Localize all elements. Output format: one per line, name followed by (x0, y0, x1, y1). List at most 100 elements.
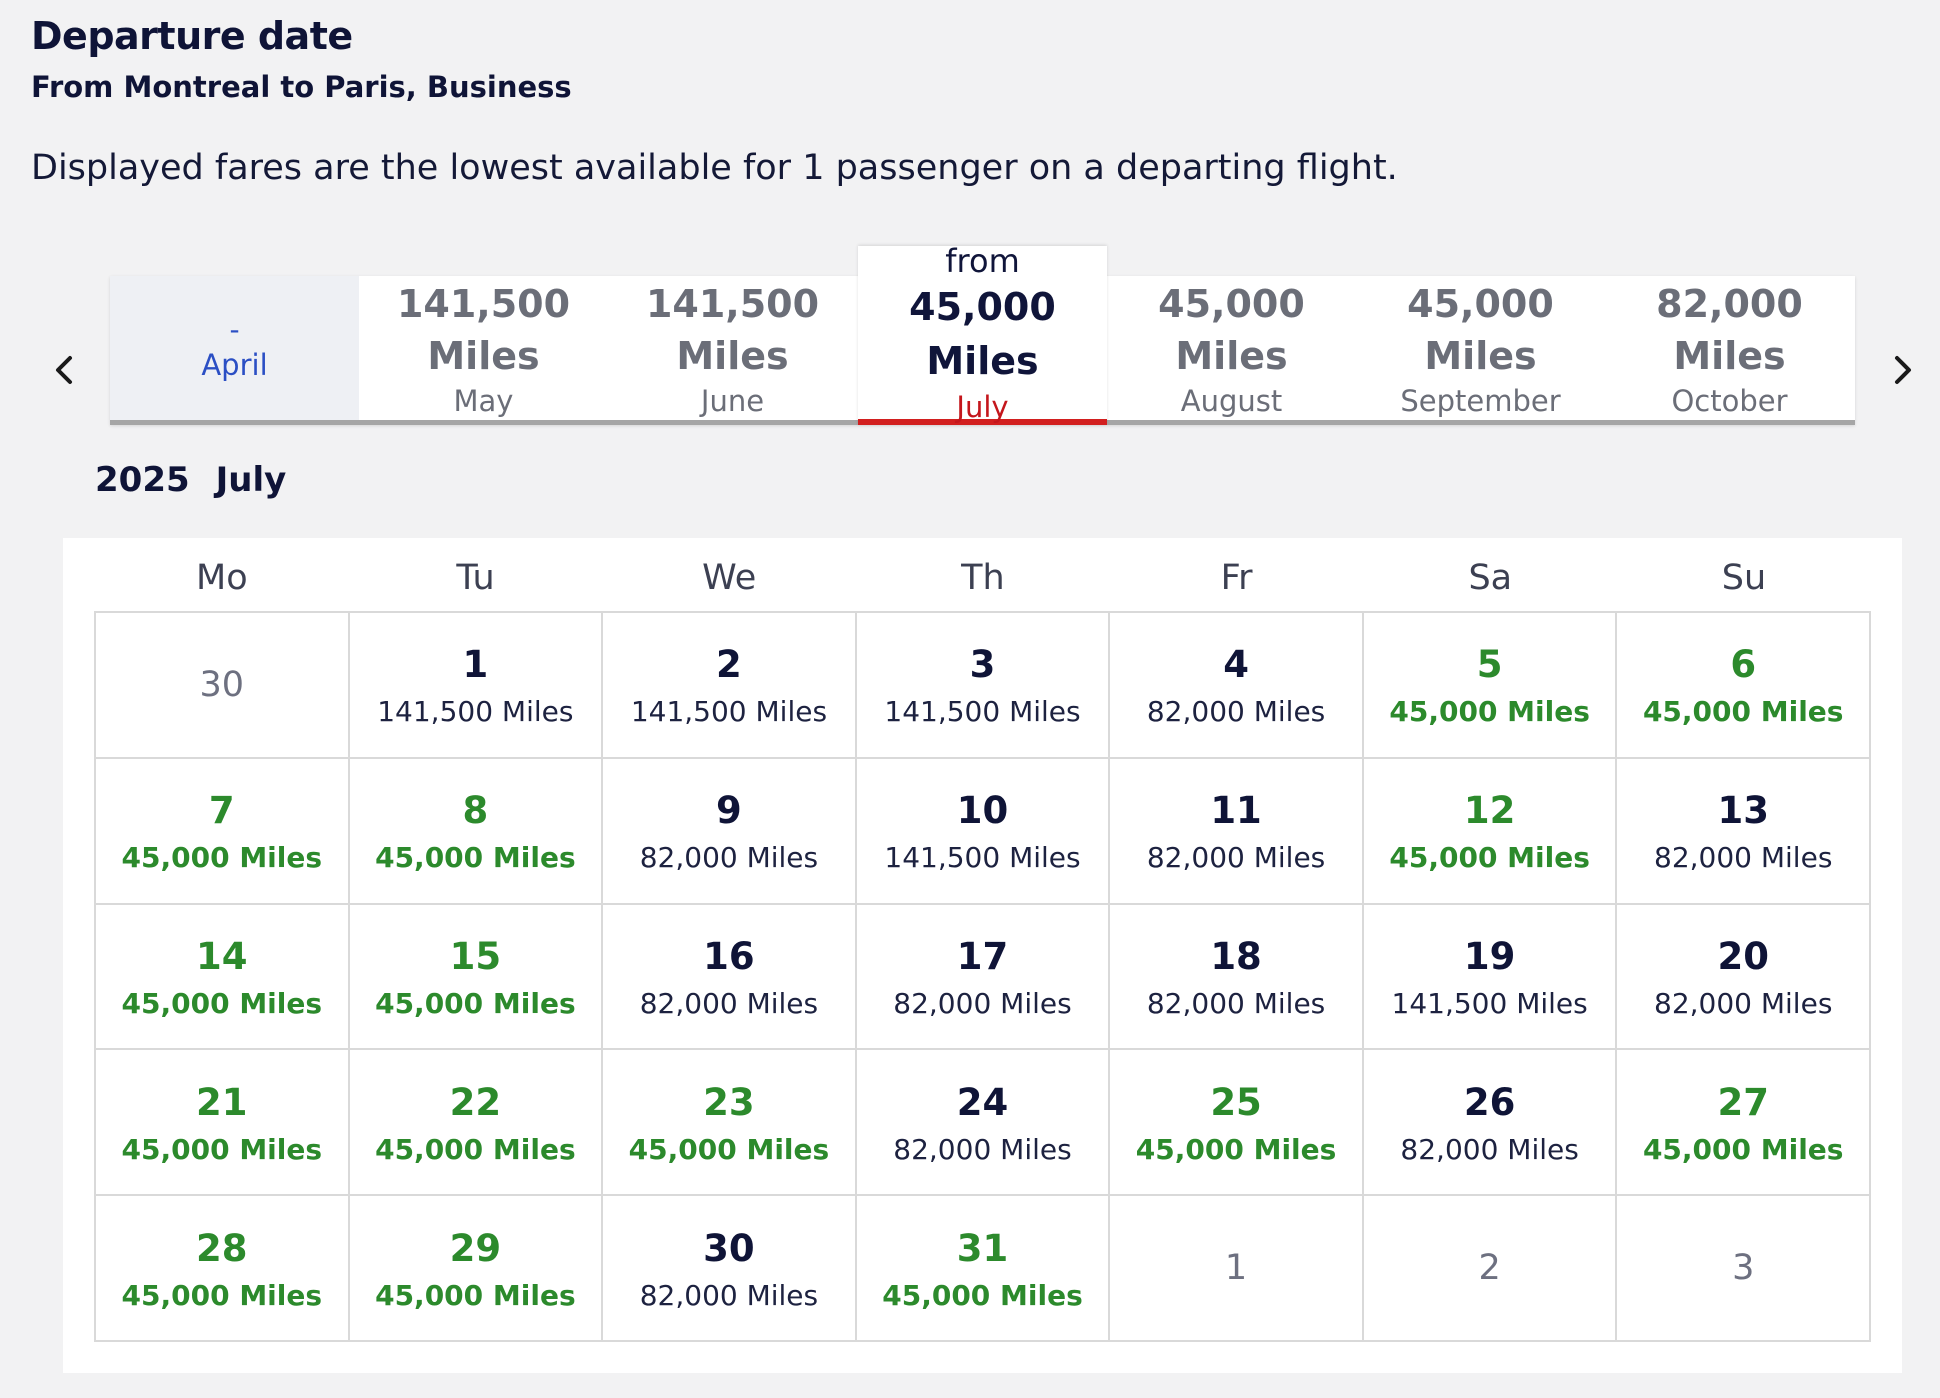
day-fare: 141,500 Miles (1391, 986, 1588, 1020)
weekday-label: Th (961, 558, 1005, 598)
day-number: 19 (1463, 934, 1516, 978)
calendar-day-cell[interactable]: 14 45,000 Miles (96, 904, 350, 1051)
day-number: 12 (1463, 789, 1516, 833)
fare-info-text: Displayed fares are the lowest available… (31, 148, 1398, 188)
day-number: 21 (196, 1080, 248, 1124)
calendar-day-cell[interactable]: 31 45,000 Miles (856, 1196, 1111, 1342)
day-fare: 82,000 Miles (639, 1278, 819, 1312)
day-fare: 45,000 Miles (1389, 695, 1590, 729)
day-number: 23 (703, 1080, 755, 1124)
month-tab-price: 45,000 Miles (1407, 282, 1554, 378)
calendar-day-cell[interactable]: 22 45,000 Miles (349, 1050, 604, 1197)
day-number: 18 (1210, 934, 1262, 978)
calendar-day-cell[interactable]: 25 45,000 Miles (1110, 1050, 1364, 1197)
day-fare: 82,000 Miles (639, 986, 819, 1020)
calendar-year: 2025 (95, 460, 190, 500)
calendar-day-cell[interactable]: 29 45,000 Miles (349, 1196, 604, 1342)
calendar-day-cell[interactable]: 4 82,000 Miles (1110, 613, 1364, 759)
day-fare: 82,000 Miles (893, 986, 1072, 1020)
calendar-panel (63, 538, 1902, 1373)
day-number: 3 (969, 643, 996, 687)
calendar-day-cell[interactable]: 23 45,000 Miles (603, 1050, 857, 1197)
calendar-day-cell[interactable]: 1 141,500 Miles (349, 613, 604, 759)
calendar-day-cell[interactable]: 2 141,500 Miles (603, 613, 857, 759)
calendar-day-outside-month: 1 (1110, 1196, 1364, 1342)
weekday-label: Su (1721, 558, 1767, 598)
month-tab-may[interactable]: 141,500 Miles May (359, 276, 608, 420)
day-number: 10 (956, 789, 1009, 833)
day-number: 24 (956, 1080, 1009, 1124)
calendar-day-cell[interactable]: 21 45,000 Miles (96, 1050, 350, 1197)
month-tab-august[interactable]: 45,000 Miles August (1107, 276, 1356, 420)
calendar-day-cell[interactable]: 9 82,000 Miles (603, 758, 857, 905)
calendar-heading: 2025 July (95, 460, 312, 500)
calendar-day-cell[interactable]: 3 141,500 Miles (856, 613, 1111, 759)
calendar-grid: 30 1 141,500 Miles 2 141,500 Miles 3 141,500 M… (94, 611, 1871, 1342)
calendar-month: July (215, 460, 287, 500)
month-tab-label: September (1400, 384, 1561, 418)
day-number: 13 (1717, 789, 1769, 833)
page-title: Departure date (31, 14, 353, 58)
day-number: 25 (1210, 1080, 1262, 1124)
weekday-label: Fr (1220, 558, 1253, 598)
day-fare: 82,000 Miles (893, 1132, 1072, 1166)
day-fare: 82,000 Miles (1146, 841, 1326, 875)
day-number: 9 (716, 789, 742, 833)
calendar-day-cell[interactable]: 28 45,000 Miles (96, 1196, 350, 1342)
weekday-header: Mo Tu We Th Fr Sa Su (95, 558, 1871, 612)
month-tab-from: from (945, 241, 1020, 280)
month-tab-july[interactable]: from 45,000 Miles July (858, 242, 1107, 425)
day-fare: 45,000 Miles (882, 1278, 1083, 1312)
month-tab-price: 45,000 Miles (1158, 282, 1305, 378)
day-fare: 141,500 Miles (630, 695, 828, 729)
calendar-day-cell[interactable]: 8 45,000 Miles (349, 758, 604, 905)
calendar-day-cell[interactable]: 24 82,000 Miles (856, 1050, 1111, 1197)
calendar-day-cell[interactable]: 13 82,000 Miles (1617, 758, 1871, 905)
day-number: 27 (1717, 1080, 1769, 1124)
calendar-day-cell[interactable]: 19 141,500 Miles (1363, 904, 1618, 1051)
calendar-day-cell[interactable]: 26 82,000 Miles (1363, 1050, 1618, 1197)
day-fare: 45,000 Miles (121, 841, 323, 875)
calendar-day-cell[interactable]: 30 82,000 Miles (603, 1196, 857, 1342)
day-number: 2 (716, 643, 742, 687)
month-tab-price: 82,000 Miles (1656, 282, 1803, 378)
day-fare: 45,000 Miles (1389, 841, 1590, 875)
calendar-day-cell[interactable]: 10 141,500 Miles (856, 758, 1111, 905)
day-number: 26 (1463, 1080, 1516, 1124)
day-number: 5 (1476, 643, 1503, 687)
calendar-day-cell[interactable]: 12 45,000 Miles (1363, 758, 1618, 905)
calendar-day-cell[interactable]: 17 82,000 Miles (856, 904, 1111, 1051)
month-tab-label: October (1671, 384, 1788, 418)
calendar-day-cell[interactable]: 5 45,000 Miles (1363, 613, 1618, 759)
day-fare: 45,000 Miles (121, 986, 323, 1020)
chevron-left-icon[interactable] (45, 350, 85, 390)
day-number: 8 (462, 789, 489, 833)
month-tab-label: May (453, 384, 514, 418)
day-number: 20 (1717, 934, 1769, 978)
day-fare: 45,000 Miles (375, 1132, 576, 1166)
day-number: 6 (1730, 643, 1757, 687)
weekday-label: Tu (456, 558, 495, 598)
weekday-label: Sa (1468, 558, 1513, 598)
calendar-day-cell[interactable]: 20 82,000 Miles (1617, 904, 1871, 1051)
calendar-day-cell[interactable]: 6 45,000 Miles (1617, 613, 1871, 759)
month-tab-june[interactable]: 141,500 Miles June (608, 276, 857, 420)
calendar-day-cell[interactable]: 7 45,000 Miles (96, 758, 350, 905)
chevron-right-icon[interactable] (1882, 350, 1922, 390)
month-tab-price: 141,500 Miles (396, 282, 571, 378)
day-number: 2 (1478, 1248, 1501, 1289)
day-fare: 45,000 Miles (1642, 695, 1844, 729)
month-tab-september[interactable]: 45,000 Miles September (1356, 276, 1605, 420)
calendar-day-cell[interactable]: 11 82,000 Miles (1110, 758, 1364, 905)
calendar-day-cell[interactable]: 15 45,000 Miles (349, 904, 604, 1051)
day-number: 16 (703, 934, 755, 978)
day-number: 17 (956, 934, 1009, 978)
calendar-day-cell[interactable]: 27 45,000 Miles (1617, 1050, 1871, 1197)
month-tab-price: 45,000 Miles (909, 284, 1056, 383)
day-fare: 82,000 Miles (1654, 841, 1833, 875)
calendar-day-cell[interactable]: 18 82,000 Miles (1110, 904, 1364, 1051)
calendar-day-outside-month: 2 (1363, 1196, 1618, 1342)
calendar-day-cell[interactable]: 16 82,000 Miles (603, 904, 857, 1051)
month-tab-october[interactable]: 82,000 Miles October (1605, 276, 1854, 420)
weekday-label: We (702, 558, 757, 598)
